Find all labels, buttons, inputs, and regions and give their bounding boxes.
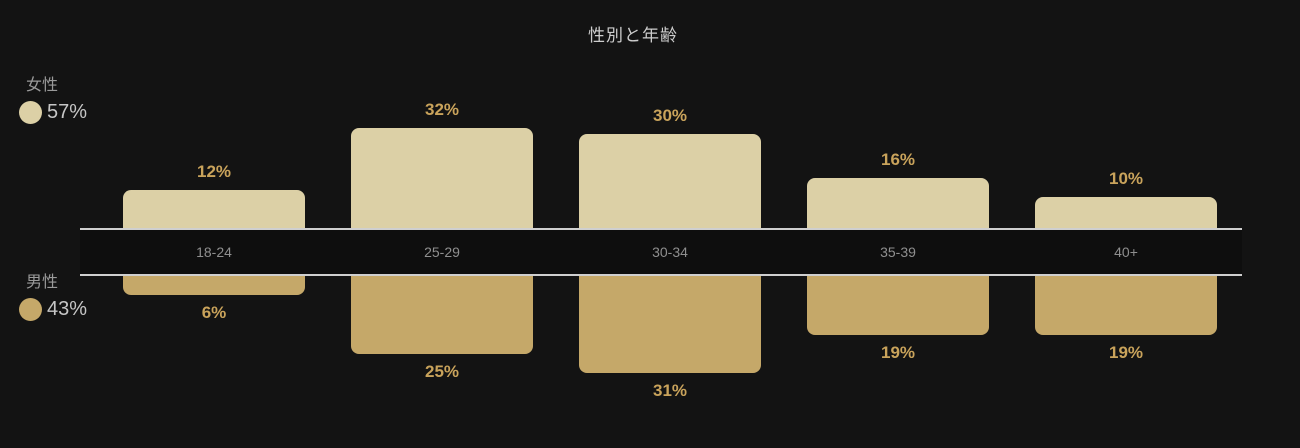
legend-male-value: 43% <box>47 298 88 320</box>
male-bar-25-29[interactable] <box>351 276 533 354</box>
legend-male: 男性 43% <box>19 273 159 321</box>
male-value-label-35-39: 19% <box>880 343 916 362</box>
male-value-label-40+: 19% <box>1108 343 1144 362</box>
legend-female-item[interactable]: 57% <box>19 100 159 124</box>
female-value-label-40+: 10% <box>1108 169 1144 188</box>
female-bar-18-24[interactable] <box>123 190 305 228</box>
legend-female-value: 57% <box>47 101 88 123</box>
female-bar-40+[interactable] <box>1035 197 1217 228</box>
male-series-swatch-icon <box>19 297 42 321</box>
female-series-swatch-icon <box>19 100 42 124</box>
chart-title: 性別と年齢 <box>588 26 678 45</box>
male-bar-18-24[interactable] <box>123 276 305 295</box>
male-bar-30-34[interactable] <box>579 276 761 373</box>
female-value-label-30-34: 30% <box>652 106 688 125</box>
male-value-label-25-29: 25% <box>424 362 460 381</box>
category-label-35-39: 35-39 <box>880 244 916 260</box>
female-bar-30-34[interactable] <box>579 134 761 228</box>
female-bar-35-39[interactable] <box>807 178 989 228</box>
female-value-label-25-29: 32% <box>424 100 460 119</box>
legend-male-item[interactable]: 43% <box>19 297 159 321</box>
category-label-18-24: 18-24 <box>196 244 232 260</box>
male-value-label-30-34: 31% <box>652 381 688 400</box>
female-value-label-35-39: 16% <box>880 150 916 169</box>
male-value-label-18-24: 6% <box>201 303 227 322</box>
legend-female: 女性 57% <box>19 76 159 124</box>
category-label-30-34: 30-34 <box>652 244 688 260</box>
category-label-40+: 40+ <box>1114 244 1138 260</box>
male-bar-35-39[interactable] <box>807 276 989 335</box>
female-bar-25-29[interactable] <box>351 128 533 228</box>
category-axis-band <box>80 228 1242 276</box>
legend-male-label: 男性 <box>26 274 59 291</box>
category-label-25-29: 25-29 <box>424 244 460 260</box>
female-value-label-18-24: 12% <box>196 162 232 181</box>
legend-female-label: 女性 <box>26 77 59 94</box>
male-bar-40+[interactable] <box>1035 276 1217 335</box>
